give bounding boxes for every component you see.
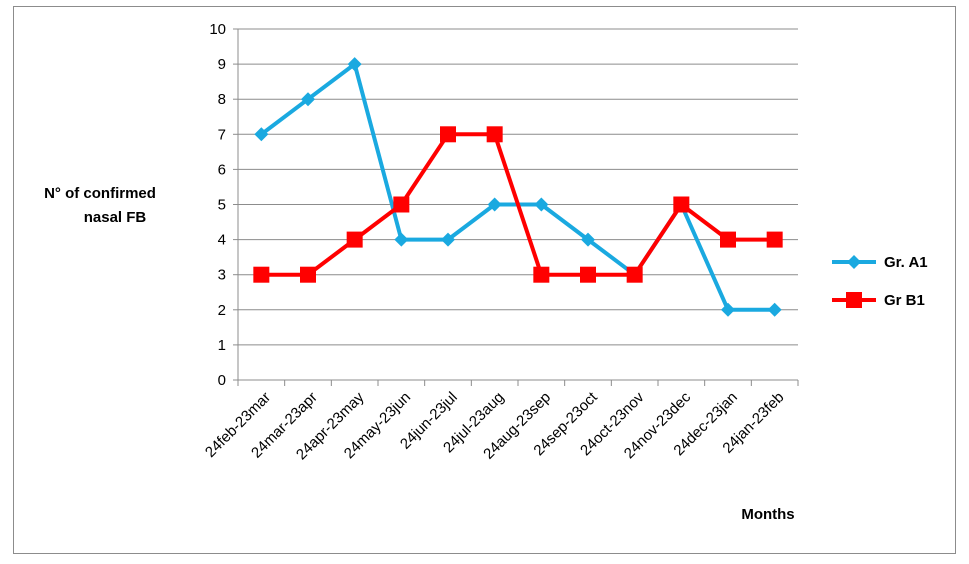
- legend: Gr. A1 Gr B1: [832, 254, 928, 309]
- y-tick-label-8: 8: [218, 91, 226, 108]
- data-point-gr-b1-7: [580, 266, 596, 283]
- data-point-gr-b1-5: [486, 126, 503, 143]
- data-point-gr-a1-5: [487, 197, 502, 212]
- legend-label-gr-b1: Gr B1: [884, 292, 925, 309]
- series-gr-a1: [254, 57, 782, 317]
- data-point-gr-a1-2: [347, 57, 362, 72]
- data-point-gr-b1-6: [533, 266, 550, 283]
- chart-frame: [13, 6, 956, 554]
- data-point-gr-a1-7: [581, 232, 595, 247]
- y-tick-label-6: 6: [218, 161, 226, 178]
- data-point-gr-b1-10: [720, 231, 736, 248]
- y-tick-label-4: 4: [218, 232, 226, 249]
- y-tick-label-2: 2: [218, 302, 226, 319]
- data-point-gr-a1-1: [301, 92, 315, 107]
- gridlines: [238, 28, 798, 346]
- data-point-gr-b1-11: [766, 231, 783, 248]
- data-point-gr-b1-2: [346, 231, 363, 248]
- data-point-gr-b1-9: [673, 196, 690, 213]
- y-tick-label-7: 7: [218, 126, 226, 143]
- x-axis-label: Months: [741, 506, 794, 523]
- data-point-gr-b1-8: [626, 266, 643, 283]
- y-tick-label-9: 9: [218, 56, 226, 73]
- data-point-gr-a1-3: [394, 232, 409, 247]
- series-gr-b1: [253, 126, 783, 283]
- y-axis-ticks: 0 1 2 3 4 5 6 7 8 9 10: [209, 21, 238, 389]
- y-tick-label-5: 5: [218, 197, 226, 214]
- y-tick-label-10: 10: [209, 21, 226, 38]
- series-line-gr-a1: [260, 62, 775, 312]
- y-axis-label-line-2: nasal FB: [84, 209, 147, 226]
- y-tick-label-0: 0: [218, 372, 226, 389]
- legend-marker-gr-b1: [846, 292, 862, 308]
- data-point-gr-a1-4: [441, 232, 455, 247]
- data-point-gr-a1-10: [721, 302, 735, 317]
- data-point-gr-a1-11: [767, 302, 782, 317]
- legend-marker-gr-a1: [847, 255, 861, 269]
- y-tick-label-3: 3: [218, 267, 226, 284]
- data-point-gr-b1-4: [440, 126, 456, 143]
- data-point-gr-b1-0: [253, 266, 270, 283]
- data-point-gr-b1-1: [300, 266, 316, 283]
- series-group: [253, 57, 783, 317]
- data-point-gr-a1-0: [254, 127, 269, 142]
- data-point-gr-a1-6: [534, 197, 549, 212]
- legend-label-gr-a1: Gr. A1: [884, 254, 928, 271]
- y-tick-label-1: 1: [218, 337, 226, 354]
- x-axis-ticks: 24feb-23mar24mar-23apr24apr-23may24may-2…: [202, 380, 799, 463]
- data-point-gr-b1-3: [393, 196, 410, 213]
- y-axis-label-line-1: N° of confirmed: [44, 185, 156, 202]
